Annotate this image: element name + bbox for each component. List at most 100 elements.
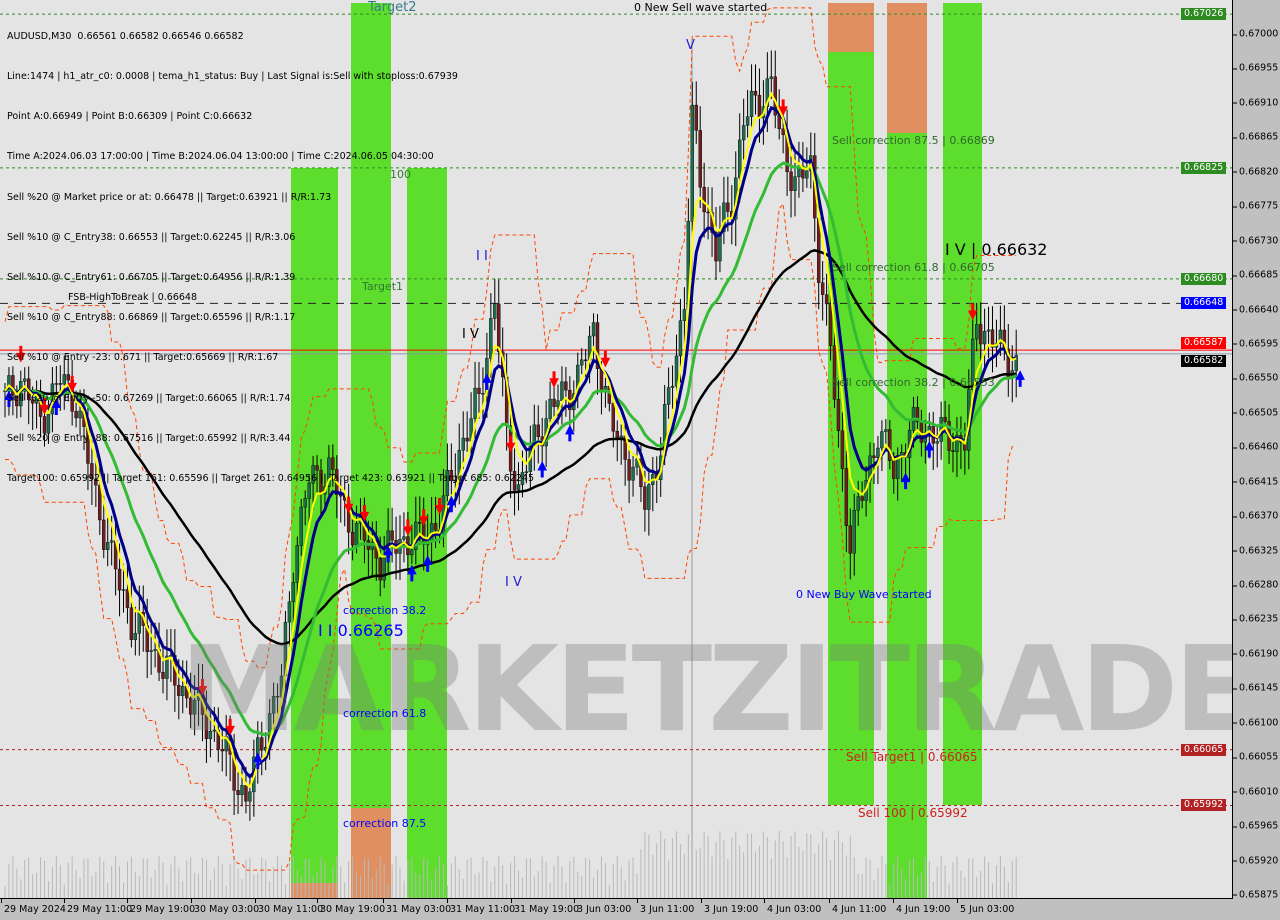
buy-arrow-icon — [482, 373, 492, 390]
price-tick-label: 0.66865 — [1232, 131, 1279, 143]
candle-body — [580, 359, 584, 366]
wave-v-label: V — [686, 38, 695, 53]
info-line: Sell %10 @ Entry -23: 0.671 || Target:0.… — [7, 352, 279, 364]
wave-iv-label: I V — [462, 327, 479, 342]
sell-arrow-icon — [967, 303, 978, 321]
candle-body — [220, 749, 224, 752]
candle-body — [311, 465, 315, 484]
candle-body — [260, 737, 264, 751]
time-tick-label: 31 May 03:00 — [382, 899, 452, 915]
candle-body — [552, 398, 556, 407]
candle-body — [236, 790, 240, 795]
price-tick-label: 0.65875 — [1232, 889, 1279, 901]
price-level-badge: 0.66680 — [1181, 272, 1227, 285]
sell-arrow-icon — [505, 435, 516, 453]
sell-target1-label: Sell Target1 | 0.66065 — [846, 750, 978, 764]
info-line: Sell %20 @ Entry -88: 0.67516 || Target:… — [7, 432, 291, 444]
candle-body — [445, 470, 450, 497]
candle-body — [564, 381, 568, 391]
buy-arrow-icon — [407, 564, 417, 582]
candle-body — [722, 202, 726, 232]
candle-body — [153, 649, 157, 651]
candle-body — [382, 557, 386, 581]
candle-body — [840, 430, 845, 469]
price-tick-label: 0.66370 — [1232, 510, 1279, 522]
candle-body — [520, 472, 525, 485]
sell-arrow-icon — [67, 375, 77, 393]
candle-body — [647, 484, 651, 510]
candle-body — [880, 431, 884, 449]
price-level-badge: 0.66648 — [1181, 297, 1227, 310]
time-axis[interactable]: 29 May 2024 29 May 11:00 29 May 19:00 30 Ma… — [0, 899, 1232, 920]
new-buy-wave-label: 0 New Buy Wave started — [796, 588, 932, 601]
candle-body — [524, 471, 529, 473]
candle-body — [516, 484, 521, 491]
candle-body — [781, 128, 785, 136]
candle-body — [102, 519, 106, 550]
candle-body — [19, 381, 23, 407]
candle-body — [856, 496, 860, 511]
candle-body — [327, 457, 331, 487]
price-tick-label: 0.65965 — [1232, 820, 1279, 832]
candle-body — [927, 425, 931, 433]
fibo-zone-green — [887, 133, 927, 898]
sell-arrow-icon — [778, 99, 788, 116]
candle-body — [275, 695, 280, 698]
candle-body — [90, 463, 94, 480]
candle-body — [354, 523, 359, 546]
candle-body — [291, 582, 296, 602]
candle-body — [117, 568, 122, 591]
buy-arrow-icon — [537, 460, 548, 478]
fibo-zone-orange — [291, 883, 338, 898]
price-tick-label: 0.66100 — [1232, 717, 1279, 729]
candle-body — [42, 416, 47, 434]
candle-body — [105, 542, 110, 550]
buy-arrow-icon — [900, 472, 911, 490]
price-tick-label: 0.66415 — [1232, 476, 1279, 488]
candle-body — [955, 435, 959, 452]
buy-arrow-icon — [422, 555, 433, 572]
time-tick-label: 3 Jun 11:00 — [636, 899, 695, 915]
price-tick-label: 0.66595 — [1232, 338, 1279, 350]
candle-body — [844, 468, 849, 526]
buy-arrow-icon — [4, 390, 14, 407]
buy-arrow-icon — [383, 545, 393, 563]
price-axis[interactable]: 0.67000 0.66955 0.66910 0.66865 0.66820 0.667… — [1181, 0, 1280, 901]
sell-arrow-icon — [434, 497, 445, 515]
info-line: Sell %10 @ C_Entry88: 0.66869 || Target:… — [7, 312, 296, 324]
candle-body — [433, 523, 438, 531]
price-level-badge: 0.66587 — [1181, 337, 1227, 350]
candle-body — [591, 322, 596, 337]
candle-body — [461, 437, 465, 451]
chart-plot-area[interactable]: MARKETZITRADE AUDUSD,M30 0.66561 0.66582… — [0, 0, 1233, 899]
moving-average-black — [4, 249, 1017, 646]
candle-body — [94, 478, 98, 486]
correction-382-label: correction 38.2 — [343, 604, 427, 617]
candle-body — [978, 324, 983, 345]
price-level-badge: 0.67026 — [1181, 8, 1227, 21]
sell-arrow-icon — [403, 519, 413, 536]
moving-average-navy — [4, 105, 1017, 780]
price-tick-label: 0.66010 — [1232, 786, 1279, 798]
watermark-logo: MARKETZITRADE — [180, 620, 1233, 758]
candle-body — [738, 139, 742, 179]
price-tick-label: 0.66685 — [1232, 269, 1279, 281]
price-tick-label: 0.66955 — [1232, 62, 1279, 74]
candle-body — [192, 699, 197, 715]
candle-body — [149, 650, 153, 652]
price-tick-label: 0.65920 — [1232, 855, 1279, 867]
sell-arrow-icon — [600, 350, 611, 368]
candle-body — [749, 90, 754, 117]
candle-body — [402, 536, 406, 540]
candle-body — [848, 525, 852, 554]
sell-arrow-icon — [418, 509, 429, 526]
fibo-zone-orange — [828, 3, 874, 52]
candle-body — [599, 368, 604, 393]
sell-arrow-icon — [39, 397, 50, 415]
candle-body — [512, 471, 517, 491]
candle-body — [678, 320, 683, 357]
candle-body — [418, 521, 422, 524]
candle-body — [706, 211, 710, 214]
price-level-badge: 0.65992 — [1181, 799, 1227, 812]
candle-body — [548, 398, 552, 419]
